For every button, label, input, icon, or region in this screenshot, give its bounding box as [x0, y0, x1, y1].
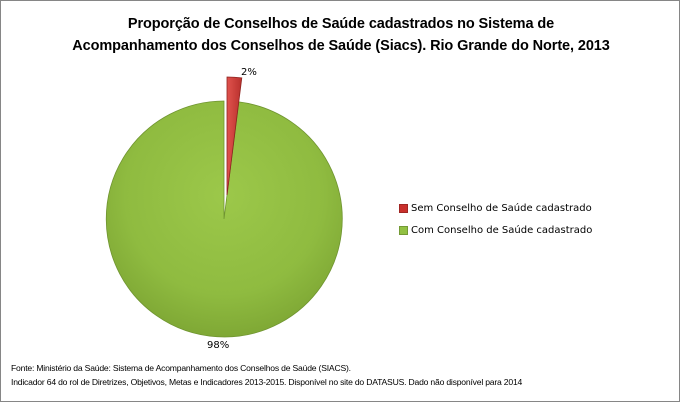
legend-item-sem-conselho: Sem Conselho de Saúde cadastrado — [399, 197, 592, 219]
pie-slice-sem-conselho — [226, 76, 243, 196]
data-label-98pct: 98% — [207, 340, 230, 351]
footer-source: Fonte: Ministério da Saúde: Sistema de A… — [11, 363, 351, 373]
legend-item-com-conselho: Com Conselho de Saúde cadastrado — [399, 219, 592, 241]
chart-title: Proporção de Conselhos de Saúde cadastra… — [61, 13, 621, 57]
legend-swatch-green-icon — [399, 225, 408, 235]
chart-title-line-1: Proporção de Conselhos de Saúde cadastra… — [127, 16, 555, 32]
footer-note: Indicador 64 do rol de Diretrizes, Objet… — [11, 377, 523, 387]
legend-swatch-red-icon — [399, 203, 408, 213]
chart-title-line-2: Acompanhamento dos Conselhos de Saúde (S… — [72, 38, 610, 54]
legend-label: Sem Conselho de Saúde cadastrado — [411, 202, 592, 214]
pie-slice-com-conselho — [105, 100, 343, 338]
legend: Sem Conselho de Saúde cadastrado Com Con… — [399, 197, 592, 241]
chart-footer: Fonte: Ministério da Saúde: Sistema de A… — [11, 361, 522, 389]
legend-label: Com Conselho de Saúde cadastrado — [411, 224, 593, 236]
data-label-2pct: 2% — [241, 67, 257, 78]
